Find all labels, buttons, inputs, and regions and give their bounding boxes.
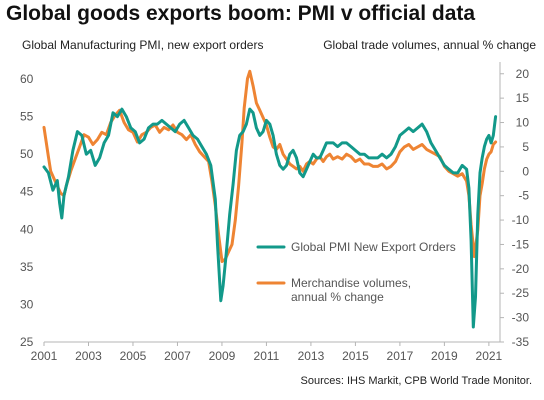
chart-title: Global goods exports boom: PMI v officia… <box>6 2 476 25</box>
right-tick-label: -35 <box>512 335 530 349</box>
right-tick-label: -20 <box>512 262 530 276</box>
x-tick-label: 2007 <box>164 349 191 363</box>
legend-label-pmi: Global PMI New Export Orders <box>291 240 456 254</box>
x-tick-label: 2011 <box>254 349 280 363</box>
left-tick-label: 25 <box>20 335 34 349</box>
legend-label-merch-line2: annual % change <box>291 290 384 304</box>
legend-label-merch-line1: Merchandise volumes, <box>291 276 411 290</box>
x-tick-label: 2009 <box>209 349 236 363</box>
left-tick-label: 30 <box>20 297 34 311</box>
source-note: Sources: IHS Markit, CPB World Trade Mon… <box>300 375 532 387</box>
x-tick-label: 2015 <box>342 349 369 363</box>
left-tick-label: 55 <box>20 110 34 124</box>
right-axis-title: Global trade volumes, annual % change <box>323 38 536 52</box>
right-tick-label: 5 <box>522 140 529 154</box>
left-tick-label: 35 <box>20 260 34 274</box>
x-tick-label: 2013 <box>298 349 325 363</box>
right-tick-label: 0 <box>522 164 529 178</box>
x-tick-label: 2017 <box>387 349 414 363</box>
right-tick-label: 15 <box>516 91 530 105</box>
x-tick-label: 2021 <box>476 349 503 363</box>
left-tick-label: 45 <box>20 185 34 199</box>
right-tick-label: -30 <box>512 311 530 325</box>
series-layer <box>42 69 498 329</box>
left-tick-label: 50 <box>20 147 34 161</box>
merch-series-line <box>42 69 498 263</box>
left-axis-title: Global Manufacturing PMI, new export ord… <box>22 38 264 52</box>
right-tick-label: -10 <box>512 213 530 227</box>
x-tick-label: 2005 <box>120 349 147 363</box>
pmi-series-line <box>42 107 498 329</box>
x-tick-label: 2003 <box>75 349 102 363</box>
right-tick-label: 10 <box>516 116 530 130</box>
right-tick-label: -25 <box>512 286 530 300</box>
right-tick-label: -15 <box>512 237 530 251</box>
left-tick-label: 40 <box>20 222 34 236</box>
axes-layer: 25 30 35 40 45 50 55 60 -35 -30 -25 -20 -15 -10 -5 0 5 10… <box>20 62 529 363</box>
right-tick-label: -5 <box>518 189 529 203</box>
x-tick-label: 2001 <box>31 349 58 363</box>
left-tick-label: 60 <box>20 72 34 86</box>
chart-legend: Global PMI New Export Orders Merchandise… <box>256 240 456 304</box>
x-tick-label: 2019 <box>431 349 458 363</box>
right-tick-label: 20 <box>516 67 530 81</box>
